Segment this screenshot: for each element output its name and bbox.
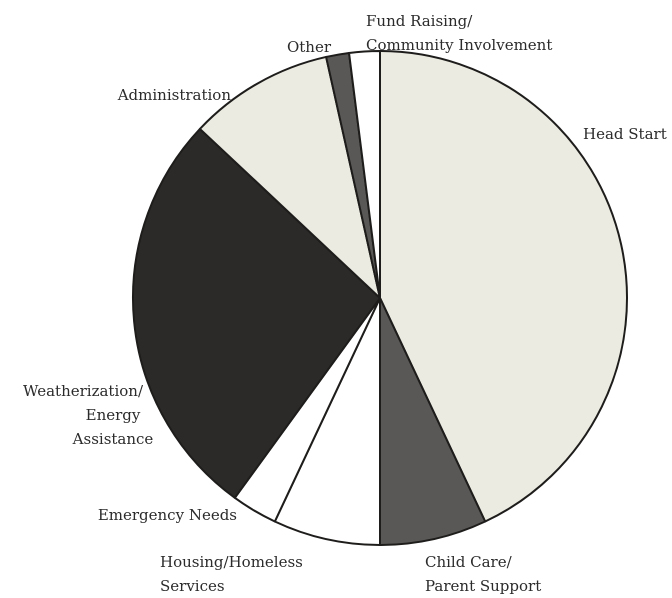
pie-slices xyxy=(132,50,628,546)
slice-label-emergency-needs: Emergency Needs xyxy=(98,506,237,524)
slice-label-housing-homeless-services: Housing/Homeless Services xyxy=(160,553,303,595)
slice-label-administration: Administration xyxy=(117,86,232,104)
pie-slice-administration xyxy=(198,55,381,299)
slice-label-child-care-parent-support: Child Care/Parent Support xyxy=(425,553,541,595)
slice-label-weatherization-energy-assistance: Weatherization/Energy Assistance xyxy=(23,382,153,448)
slice-label-fund-raising-community-involvement: Fund Raising/Community Involvement xyxy=(366,12,552,54)
pie-slice-child-care-parent-support xyxy=(379,297,487,546)
pie-slice-weatherization-energy-assistance xyxy=(132,127,381,499)
slice-label-head-start: Head Start xyxy=(583,125,667,143)
pie-slice-housing-homeless-services xyxy=(273,297,381,546)
slice-label-other: Other xyxy=(287,38,332,56)
pie-labels: Head Start Child Care/Parent Support Housi… xyxy=(23,12,667,595)
pie-slice-fund-raising-community-involvement xyxy=(348,50,381,299)
pie-slice-head-start xyxy=(379,50,628,523)
